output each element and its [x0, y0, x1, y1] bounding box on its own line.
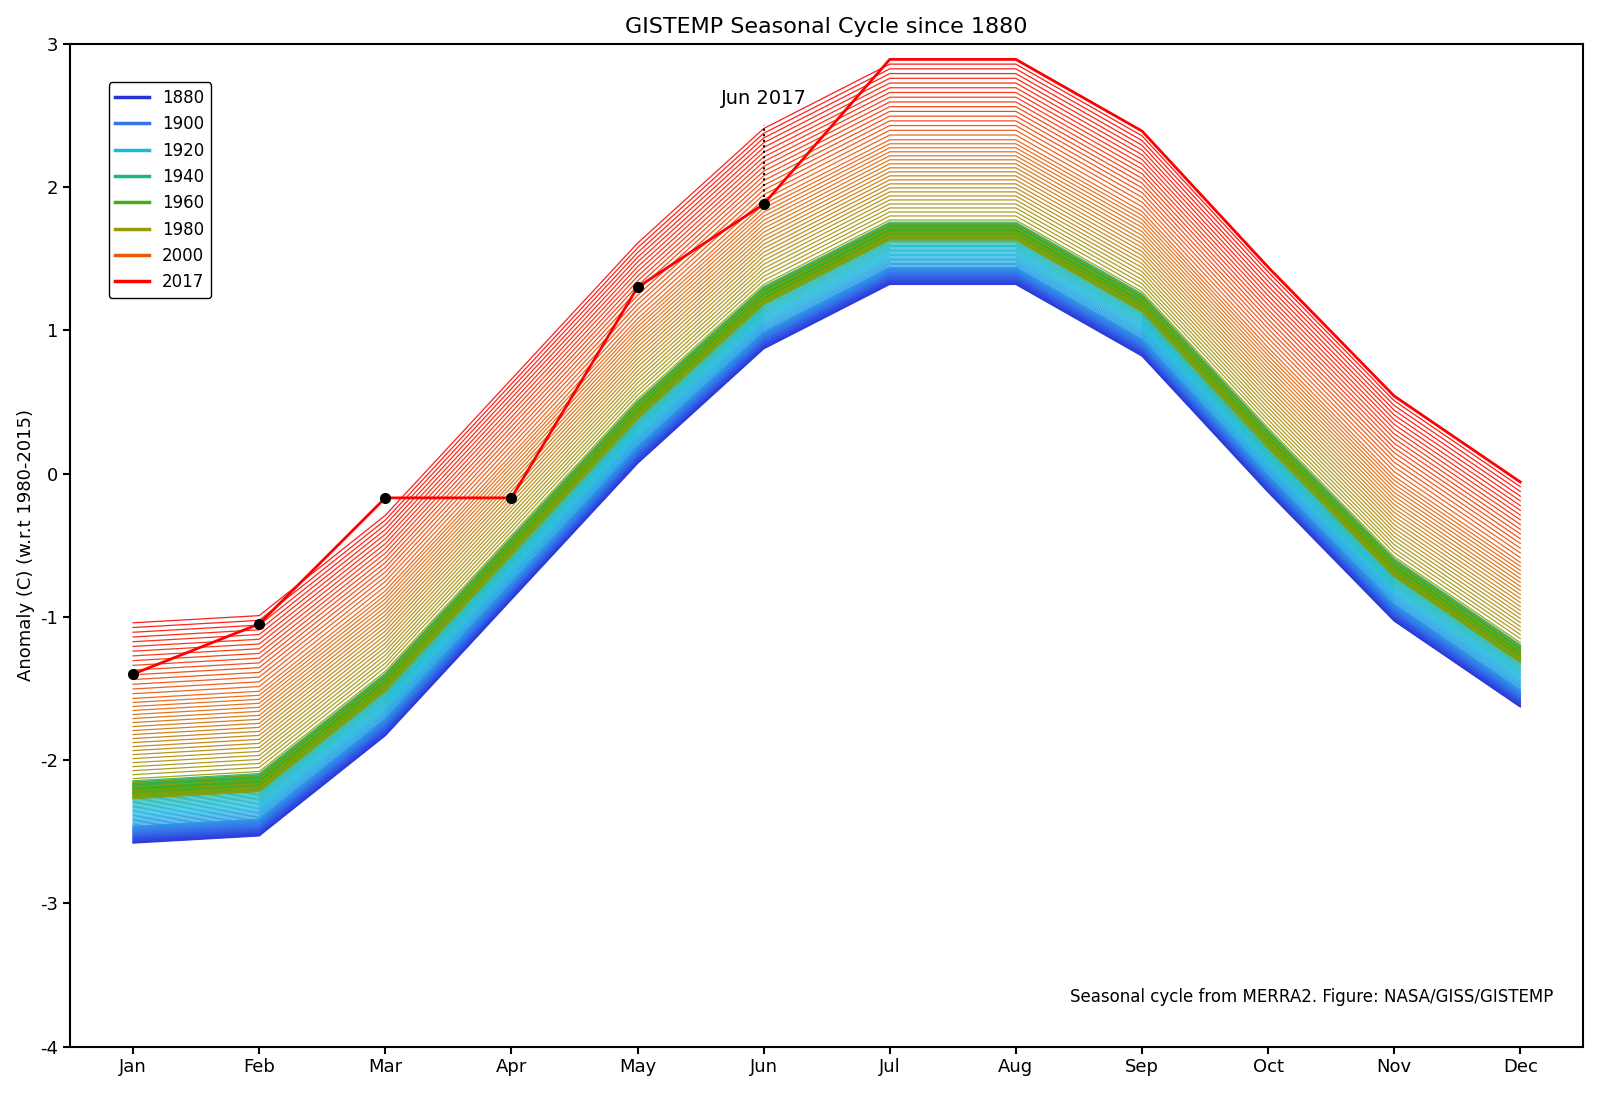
- Text: Seasonal cycle from MERRA2. Figure: NASA/GISS/GISTEMP: Seasonal cycle from MERRA2. Figure: NASA…: [1070, 988, 1554, 1007]
- Text: Jun 2017: Jun 2017: [720, 90, 806, 108]
- Legend: 1880, 1900, 1920, 1940, 1960, 1980, 2000, 2017: 1880, 1900, 1920, 1940, 1960, 1980, 2000…: [109, 82, 211, 298]
- Y-axis label: Anomaly (C) (w.r.t 1980-2015): Anomaly (C) (w.r.t 1980-2015): [16, 409, 35, 681]
- Title: GISTEMP Seasonal Cycle since 1880: GISTEMP Seasonal Cycle since 1880: [626, 16, 1027, 37]
